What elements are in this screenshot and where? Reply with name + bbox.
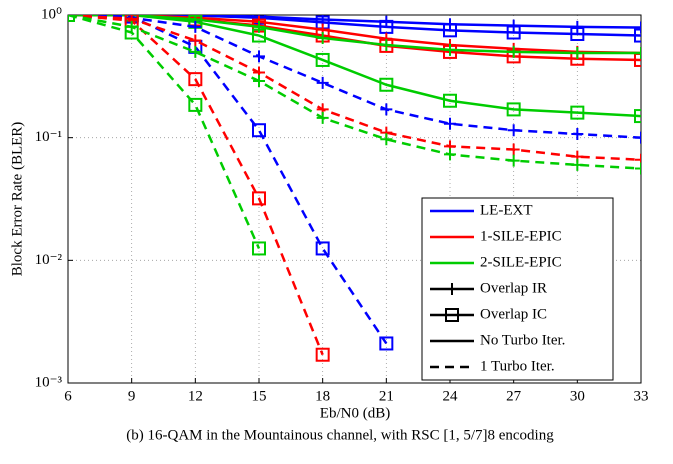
x-tick-label: 30	[570, 388, 585, 404]
y-tick-label: 10⁻³	[35, 374, 63, 390]
legend-label: 1 Turbo Iter.	[480, 358, 555, 374]
y-axis-label: Block Error Rate (BLER)	[9, 122, 25, 277]
x-axis-label: Eb/N0 (dB)	[320, 405, 390, 421]
series-line	[68, 15, 388, 345]
x-tick-label: 27	[506, 388, 522, 404]
x-tick-label: 24	[443, 388, 459, 404]
legend-label: Overlap IR	[480, 280, 547, 296]
marker-plus	[253, 20, 265, 33]
marker-square	[506, 25, 521, 40]
marker-plus	[316, 111, 329, 124]
marker-square	[315, 241, 330, 256]
x-tick-label: 15	[252, 388, 267, 404]
series-line	[68, 15, 324, 356]
y-tick-label: 10⁻¹	[35, 129, 62, 145]
marker-square	[188, 97, 203, 112]
marker-plus	[507, 124, 520, 137]
marker-plus	[253, 50, 265, 63]
plot-area	[67, 14, 642, 384]
marker-square	[379, 77, 394, 92]
marker-square	[634, 109, 641, 124]
marker-plus	[444, 43, 456, 56]
marker-square	[634, 28, 641, 43]
x-tick-label: 18	[315, 388, 330, 404]
marker-plus	[507, 143, 520, 156]
marker-square	[315, 347, 330, 362]
marker-square	[570, 27, 585, 42]
x-tick-label: 9	[128, 388, 136, 404]
series-line	[68, 15, 641, 139]
marker-plus	[635, 153, 641, 166]
marker-plus	[635, 47, 641, 60]
marker-square	[252, 123, 266, 138]
marker-plus	[571, 20, 584, 33]
marker-plus	[571, 47, 584, 60]
marker-square	[252, 28, 266, 43]
marker-plus	[380, 103, 393, 116]
marker-plus	[571, 158, 584, 171]
marker-square	[445, 308, 459, 322]
marker-square	[634, 52, 641, 67]
caption: (b) 16-QAM in the Mountainous channel, w…	[126, 427, 554, 443]
marker-plus	[444, 117, 456, 130]
marker-plus	[635, 21, 641, 34]
marker-plus	[189, 45, 202, 58]
marker-square	[443, 23, 457, 38]
y-tick-label: 10⁰	[41, 6, 62, 22]
marker-plus	[571, 128, 584, 141]
series-line	[68, 15, 641, 162]
legend-label: 1-SILE-EPIC	[480, 228, 562, 244]
series-line	[68, 15, 641, 170]
marker-square	[252, 241, 266, 256]
marker-square	[315, 52, 330, 67]
marker-square	[570, 105, 585, 120]
marker-plus	[316, 76, 329, 89]
marker-plus	[380, 133, 393, 146]
x-tick-label: 21	[379, 388, 394, 404]
series-line	[68, 15, 641, 29]
marker-plus	[444, 148, 456, 161]
marker-plus	[635, 131, 641, 144]
marker-plus	[189, 20, 202, 33]
marker-plus	[507, 154, 520, 167]
legend-label: Overlap IC	[480, 306, 547, 322]
marker-plus	[189, 34, 202, 47]
marker-plus	[316, 31, 329, 44]
x-tick-label: 33	[634, 388, 649, 404]
marker-plus	[507, 45, 520, 58]
marker-plus	[446, 283, 458, 295]
marker-plus	[380, 38, 393, 51]
marker-square	[443, 93, 457, 108]
x-tick-label: 12	[188, 388, 203, 404]
marker-square	[252, 191, 266, 206]
y-tick-label: 10⁻²	[35, 252, 63, 268]
marker-square	[124, 25, 139, 40]
marker-plus	[253, 74, 265, 87]
marker-square	[506, 102, 521, 117]
x-tick-label: 6	[64, 388, 72, 404]
legend-label: 2-SILE-EPIC	[480, 254, 562, 270]
plot-series	[68, 15, 641, 362]
legend-label: No Turbo Iter.	[480, 332, 565, 348]
marker-plus	[635, 162, 641, 175]
series-line	[68, 15, 261, 249]
marker-square	[379, 336, 394, 351]
marker-square	[188, 72, 203, 87]
series-line	[68, 15, 641, 118]
legend-label: LE-EXT	[480, 202, 532, 218]
